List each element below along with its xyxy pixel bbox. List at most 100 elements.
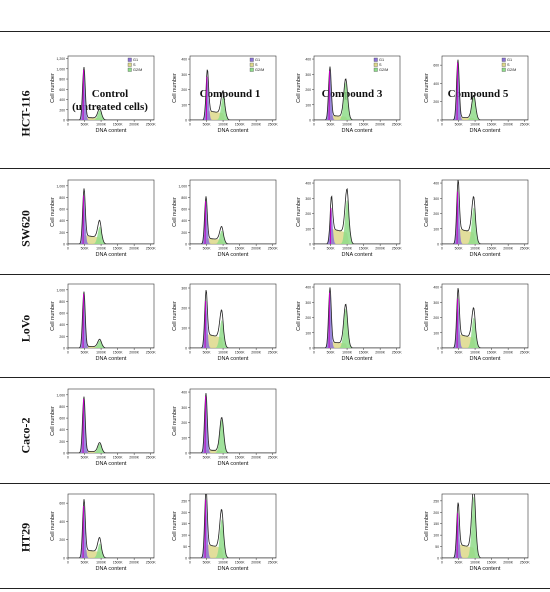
y-tick-label: 800 — [59, 78, 65, 82]
histogram-panel: 0 100 200 300 400 0 500K 1000K 1500K 2000K 2500K DN… — [296, 283, 402, 362]
y-tick-label: 0 — [309, 347, 311, 351]
y-axis-label: Cell number — [296, 301, 302, 331]
total-histogram-outline — [190, 69, 276, 120]
x-tick-label: 2000K — [129, 561, 140, 565]
histogram-panel: 0 100 200 300 400 0 500K 1000K 1500K 2000K 2500K DN… — [424, 179, 531, 258]
x-tick-label: 1000K — [218, 247, 229, 251]
series-s-area — [442, 117, 528, 120]
y-tick-label: 100 — [433, 534, 439, 538]
x-tick-label: 2000K — [251, 247, 262, 251]
x-tick-label: 1500K — [113, 123, 124, 127]
legend-label-g1: G1 — [133, 58, 138, 62]
series-s-area — [190, 238, 276, 244]
y-tick-label: 400 — [305, 58, 311, 62]
x-tick-label: 500K — [203, 123, 212, 127]
x-tick-label: 2500K — [520, 247, 531, 251]
y-tick-label: 200 — [59, 335, 65, 339]
x-tick-label: 1500K — [235, 561, 246, 565]
x-tick-label: 1500K — [359, 351, 370, 355]
total-histogram-outline — [190, 290, 276, 348]
plot-area — [314, 188, 400, 244]
y-tick-label: 600 — [59, 88, 65, 92]
y-axis-label: Cell number — [50, 197, 56, 227]
x-axis-label: DNA content — [342, 356, 373, 362]
y-tick-label: 200 — [59, 108, 65, 112]
column-header-compound-3: Compound 3 — [321, 88, 383, 100]
y-tick-label: 200 — [433, 511, 439, 515]
y-tick-label: 100 — [181, 327, 187, 331]
y-tick-label: 600 — [181, 208, 187, 212]
x-tick-label: 0 — [67, 561, 69, 565]
y-tick-label: 400 — [59, 98, 65, 102]
y-tick-label: 400 — [181, 219, 187, 223]
y-tick-label: 100 — [181, 436, 187, 440]
y-axis-label: Cell number — [424, 301, 430, 331]
x-axis-label: DNA content — [218, 566, 249, 572]
y-tick-label: 400 — [433, 286, 439, 290]
plot-frame — [189, 388, 277, 454]
y-tick-label: 300 — [181, 73, 187, 77]
total-histogram-outline — [442, 59, 528, 120]
x-tick-label: 2000K — [251, 456, 262, 460]
histogram-panel: 0 200 400 600 800 1,000 1,200 0 500K 1000K 1500K 20… — [50, 55, 156, 134]
y-tick-label: 0 — [437, 347, 439, 351]
x-tick-label: 2500K — [520, 351, 531, 355]
x-tick-label: 2500K — [146, 247, 157, 251]
total-histogram-outline — [442, 288, 528, 348]
series-g1-area — [314, 69, 400, 120]
x-tick-label: 1000K — [342, 247, 353, 251]
y-tick-label: 400 — [305, 286, 311, 290]
x-tick-label: 1000K — [218, 456, 229, 460]
x-axis-label: DNA content — [218, 461, 249, 467]
y-tick-label: 600 — [59, 312, 65, 316]
y-tick-label: 0 — [63, 119, 65, 123]
x-tick-label: 500K — [81, 456, 90, 460]
plot-area — [68, 396, 154, 453]
y-tick-label: 0 — [63, 347, 65, 351]
x-axis-label: DNA content — [96, 252, 127, 258]
y-tick-label: 400 — [305, 182, 311, 186]
row-label-sw620: SW620 — [18, 210, 33, 247]
x-tick-label: 0 — [67, 123, 69, 127]
legend-swatch-s — [373, 62, 378, 67]
x-tick-label: 500K — [327, 351, 336, 355]
x-tick-label: 500K — [327, 123, 336, 127]
x-tick-label: 500K — [455, 123, 464, 127]
y-tick-label: 0 — [185, 119, 187, 123]
x-tick-label: 1500K — [235, 351, 246, 355]
y-tick-label: 300 — [181, 287, 187, 291]
total-histogram-outline — [68, 396, 154, 453]
plot-area — [442, 180, 528, 244]
y-tick-label: 1,000 — [57, 288, 66, 292]
y-tick-label: 300 — [305, 73, 311, 77]
legend-label-g2m: G2/M — [255, 68, 264, 72]
plot-area — [442, 494, 528, 558]
plot-area — [68, 499, 154, 558]
x-tick-label: 2500K — [268, 123, 279, 127]
series-s-area — [190, 111, 276, 120]
y-tick-label: 0 — [309, 119, 311, 123]
x-tick-label: 1000K — [342, 123, 353, 127]
histogram-panel: 0 200 400 600 800 1,000 0 500K 1000K 1500K 2000K 25… — [50, 388, 156, 467]
series-g2m-area — [314, 199, 400, 244]
y-tick-label: 200 — [181, 511, 187, 515]
y-tick-label: 200 — [59, 538, 65, 542]
x-tick-label: 1500K — [487, 247, 498, 251]
row-divider — [0, 168, 550, 169]
y-tick-label: 600 — [59, 502, 65, 506]
y-tick-label: 600 — [59, 208, 65, 212]
y-tick-label: 300 — [305, 197, 311, 201]
y-tick-label: 100 — [181, 534, 187, 538]
x-axis-label: DNA content — [470, 128, 501, 134]
plot-frame — [441, 179, 529, 245]
plot-area — [190, 69, 276, 120]
y-tick-label: 1,000 — [57, 67, 66, 71]
x-tick-label: 500K — [81, 561, 90, 565]
row-label-lovo: LoVo — [18, 314, 33, 343]
plot-area — [190, 393, 276, 453]
legend-label-g2m: G2/M — [133, 68, 142, 72]
plot-frame — [441, 283, 529, 349]
total-histogram-outline — [314, 188, 400, 244]
plot-frame — [67, 283, 155, 349]
histogram-panel: 0 200 400 600 0 500K 1000K 1500K 2000K 2500K DNA c… — [50, 493, 156, 572]
